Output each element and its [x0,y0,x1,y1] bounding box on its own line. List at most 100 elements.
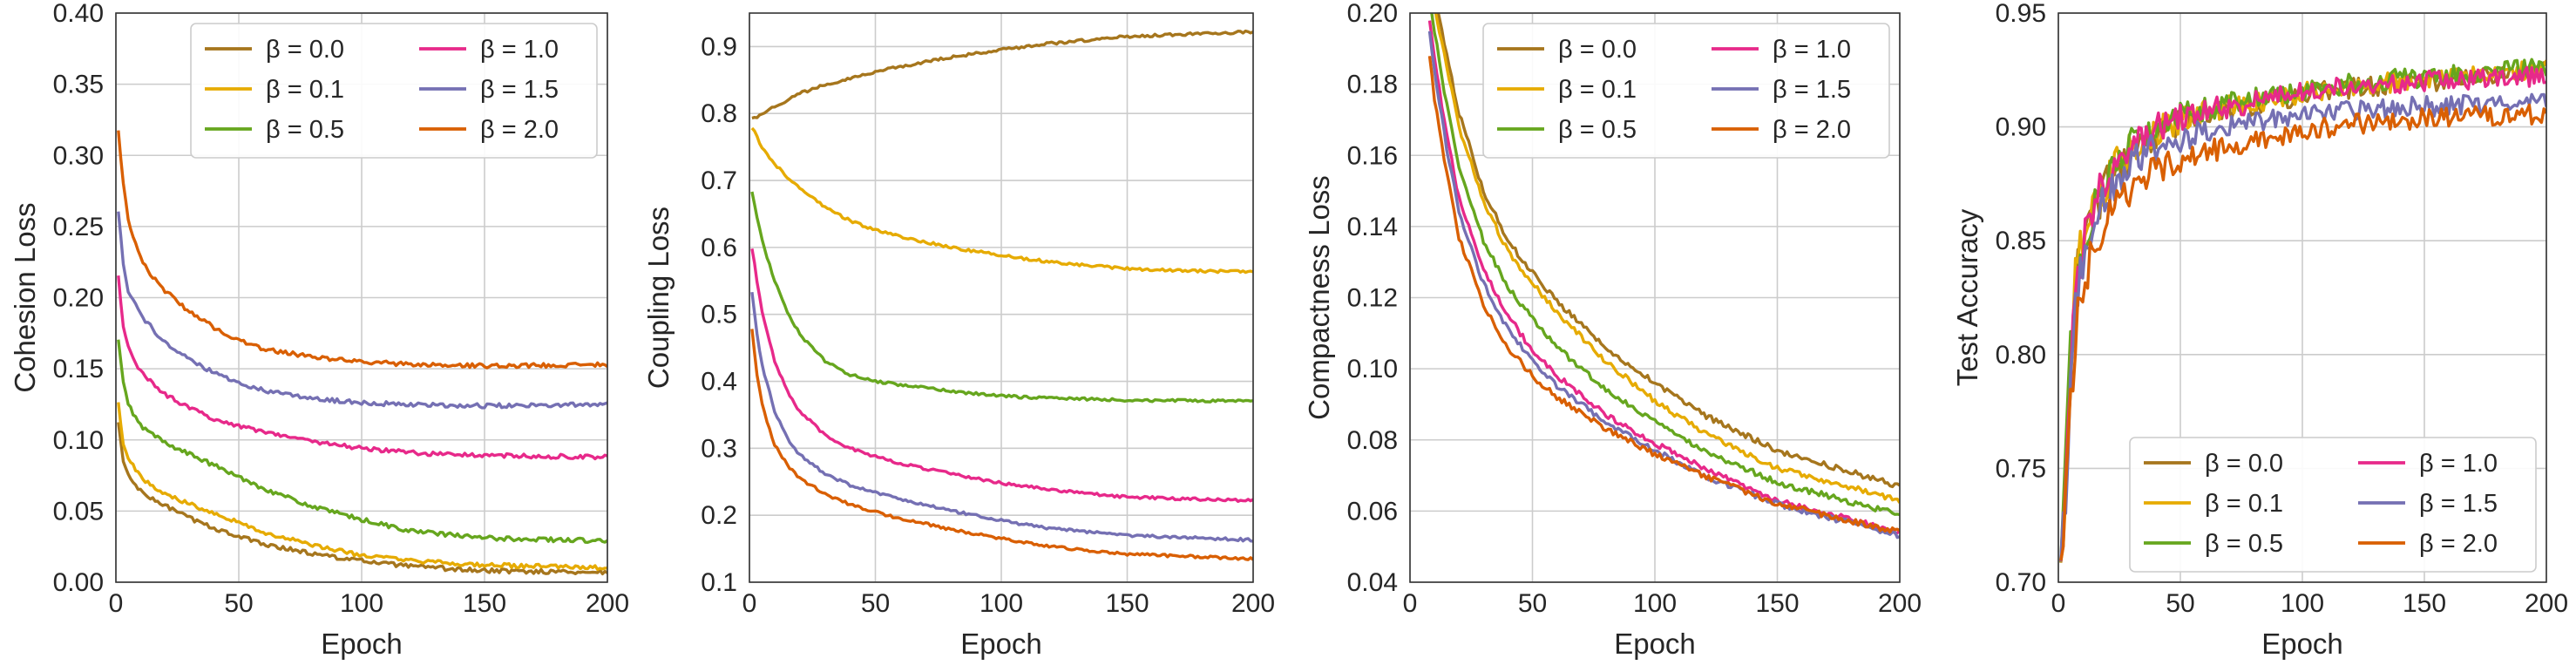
x-tick-label: 200 [1231,589,1275,618]
legend-label: β = 2.0 [1773,116,1851,144]
x-tick-label: 200 [2525,589,2568,618]
x-tick-label: 150 [2403,589,2446,618]
chart-panel-2: 0 50 100 150 200 0.1 0.2 0.3 0.4 0.5 0.6 0.7 0.8 0.9 E… [642,12,1275,660]
y-tick-label: 0.1 [701,568,737,597]
legend-label: β = 1.5 [2419,490,2498,518]
y-tick-label: 0.06 [1347,497,1398,526]
series-lines [750,29,1253,561]
series-line-6 [750,329,1253,561]
legend-box [1482,23,1890,159]
y-tick-label: 0.12 [1347,284,1398,313]
y-tick-label: 0.7 [701,166,737,195]
legend: β = 0.0 β = 0.1 β = 0.5 β = 1.0 β = 1.5 β = 2… [1482,23,1890,159]
legend-label: β = 0.1 [266,76,344,104]
series-line-5 [117,211,607,410]
y-tick-label: 0.4 [701,368,737,397]
x-tick-label: 100 [340,589,383,618]
y-axis-label: Cohesion Loss [9,202,41,392]
y-tick-label: 0.25 [53,213,104,241]
y-tick-label: 0.16 [1347,141,1398,170]
x-axis-label: Epoch [1614,628,1696,660]
plot-frame [1409,12,1901,583]
y-tick-label: 0.08 [1347,426,1398,455]
plot-frame [2057,12,2547,583]
series-line-5 [750,291,1253,543]
series-line-4 [117,275,607,461]
series-line-4 [2059,65,2546,562]
y-tick-label: 0.00 [53,568,104,597]
y-tick-label: 0.30 [53,141,104,170]
legend-label: β = 0.0 [2205,450,2283,478]
legend-label: β = 0.1 [2205,490,2283,518]
series-line-1 [1436,13,1900,489]
y-tick-label: 0.18 [1347,71,1398,99]
series-line-2 [117,402,607,572]
x-axis-label: Epoch [2261,628,2343,660]
y-tick-label: 0.70 [1996,568,2046,597]
y-axis-label: Compactness Loss [1303,175,1335,420]
y-tick-label: 0.20 [53,284,104,313]
chart-panel-1: 0 50 100 150 200 0.00 0.05 0.10 0.15 0.20 0.25 0.30… [9,0,629,660]
legend: β = 0.0 β = 0.1 β = 0.5 β = 1.0 β = 1.5 β = 2… [2129,437,2537,573]
legend-label: β = 1.0 [2419,450,2498,478]
series-line-6 [117,130,607,370]
x-tick-label: 50 [224,589,253,618]
legend-box [2129,437,2537,573]
y-tick-label: 0.35 [53,71,104,99]
series-lines [2059,58,2546,563]
legend-label: β = 1.5 [480,76,559,104]
legend-label: β = 0.0 [266,36,344,64]
series-line-3 [750,191,1253,404]
series-lines [117,130,607,576]
legend-box [190,23,598,159]
chart-panel-4: 0 50 100 150 200 0.70 0.75 0.80 0.85 0.90 0.95 Epoc… [1951,0,2568,660]
y-axis-label: Coupling Loss [642,207,675,389]
y-tick-label: 0.95 [1996,0,2046,28]
x-axis-label: Epoch [321,628,403,660]
series-lines [1427,13,1900,539]
y-tick-label: 0.20 [1347,0,1398,28]
y-tick-label: 0.05 [53,497,104,526]
legend-label: β = 0.5 [1558,116,1637,144]
y-tick-label: 0.90 [1996,113,2046,142]
series-line-1 [751,29,1253,120]
legend-label: β = 0.5 [266,116,344,144]
series-line-6 [1427,56,1900,534]
x-tick-label: 100 [1633,589,1677,618]
series-line-2 [750,126,1253,275]
x-tick-label: 200 [1878,589,1922,618]
y-tick-label: 0.10 [53,426,104,455]
x-tick-label: 50 [2166,589,2194,618]
y-tick-label: 0.6 [701,234,737,262]
y-tick-label: 0.14 [1347,213,1398,241]
x-tick-label: 150 [463,589,506,618]
x-axis-label: Epoch [960,628,1042,660]
series-line-3 [117,339,607,544]
y-tick-label: 0.5 [701,301,737,329]
series-line-4 [750,248,1253,503]
plot-frame [115,12,608,583]
y-tick-label: 0.80 [1996,341,2046,370]
y-tick-label: 0.04 [1347,568,1398,597]
x-tick-label: 0 [742,589,757,618]
x-tick-label: 200 [586,589,629,618]
legend-label: β = 1.5 [1773,76,1851,104]
y-tick-label: 0.8 [701,99,737,128]
y-tick-label: 0.3 [701,434,737,463]
series-line-3 [1430,13,1900,517]
legend-label: β = 0.5 [2205,530,2283,558]
y-tick-label: 0.9 [701,32,737,61]
y-tick-label: 0.40 [53,0,104,28]
y-tick-label: 0.75 [1996,454,2046,483]
x-tick-label: 100 [2281,589,2324,618]
x-tick-label: 0 [109,589,124,618]
y-tick-label: 0.85 [1996,227,2046,255]
x-tick-label: 50 [861,589,890,618]
y-tick-label: 0.15 [53,355,104,383]
legend-label: β = 2.0 [480,116,559,144]
legend-label: β = 2.0 [2419,530,2498,558]
series-line-1 [117,422,607,576]
series-line-6 [2059,103,2546,561]
legend-label: β = 1.0 [1773,36,1851,64]
